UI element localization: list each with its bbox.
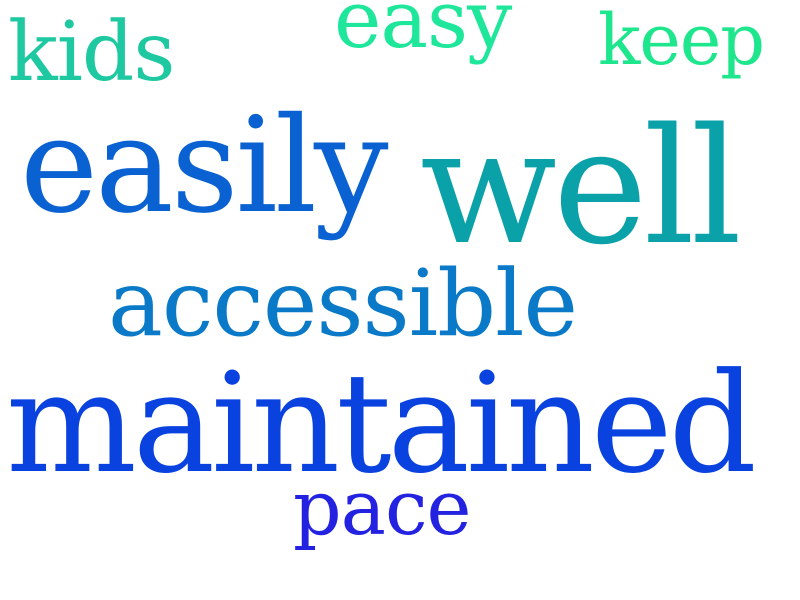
word-pace: pace: [293, 463, 472, 552]
word-keep: keep: [598, 0, 765, 81]
word-maintained: maintained: [6, 343, 757, 504]
word-easily: easily: [20, 89, 389, 243]
word-well: well: [420, 93, 742, 280]
word-accessible: accessible: [108, 250, 578, 357]
word-kids: kids: [8, 5, 175, 100]
word-easy: easy: [334, 0, 512, 66]
